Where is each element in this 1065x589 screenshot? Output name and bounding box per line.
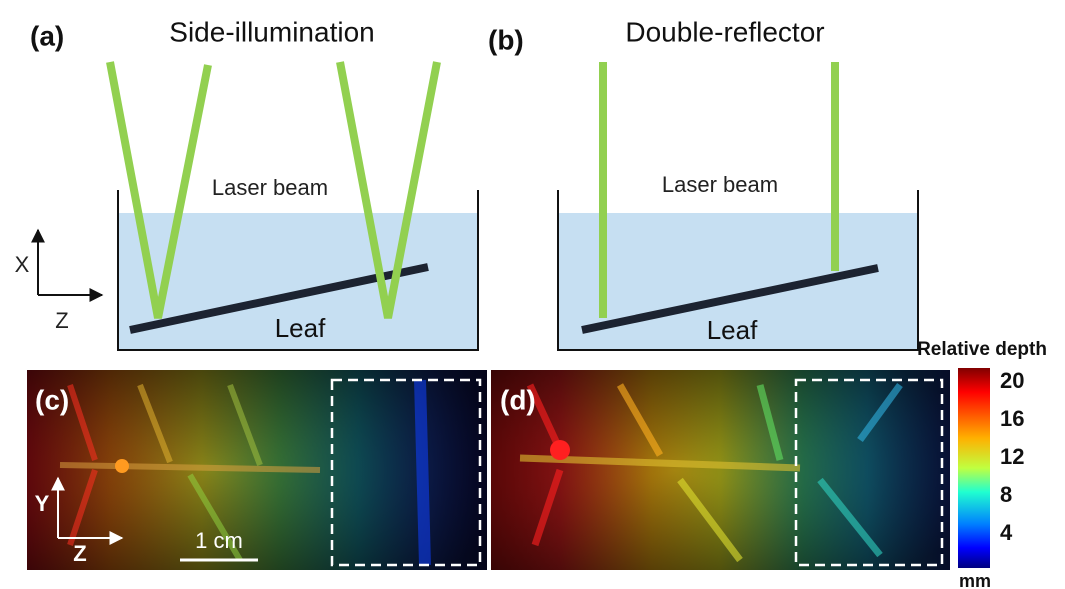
figure: (a) Side-illumination Laser beam Leaf X …: [0, 0, 1065, 589]
panel-title: Double-reflector: [625, 16, 824, 47]
scale-bar-label: 1 cm: [195, 528, 243, 553]
beam-label: Laser beam: [212, 175, 328, 200]
panel-a: (a) Side-illumination Laser beam Leaf X …: [15, 16, 478, 350]
colorbar-tick-label: 4: [1000, 520, 1013, 545]
leaf-label: Leaf: [275, 313, 326, 343]
panel-title: Side-illumination: [169, 16, 374, 47]
colorbar-tick-label: 8: [1000, 482, 1012, 507]
panel-label: (b): [488, 24, 524, 55]
colorbar-unit: mm: [959, 571, 991, 589]
panel-b: (b) Double-reflector Laser beam Leaf: [488, 16, 918, 350]
axis-label: X: [15, 252, 30, 277]
axis-label: Z: [73, 541, 86, 566]
highlight: [550, 440, 570, 460]
beam-label: Laser beam: [662, 172, 778, 197]
axis-label: Z: [55, 308, 68, 333]
panel-label: (c): [35, 384, 69, 415]
colorbar-tick-label: 12: [1000, 444, 1024, 469]
colorbar-tick-label: 16: [1000, 406, 1024, 431]
leaf-label: Leaf: [707, 315, 758, 345]
colorbar-tick-label: 20: [1000, 368, 1024, 393]
panel-label: (d): [500, 384, 536, 415]
panel-d: (d): [491, 370, 950, 570]
panel-c: (c) Y Z 1 cm: [27, 370, 487, 570]
colorbar-title: Relative depth: [917, 339, 1047, 360]
highlight: [115, 459, 129, 473]
colorbar-gradient: [958, 368, 990, 568]
axis-label: Y: [35, 491, 50, 516]
panel-label: (a): [30, 20, 64, 51]
